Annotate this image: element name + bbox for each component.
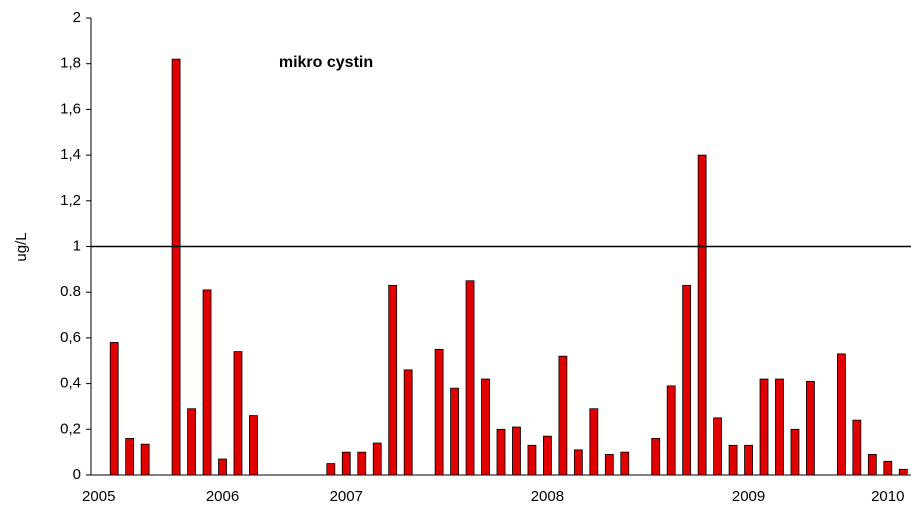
chart-title: mikro cystin (279, 54, 373, 71)
bar (171, 58, 181, 476)
bar (512, 426, 521, 476)
bar (527, 444, 537, 476)
bar (125, 438, 135, 476)
bar (218, 458, 227, 476)
bar (790, 428, 800, 476)
y-tick-label: 1,4 (60, 146, 81, 163)
bar (604, 454, 614, 476)
y-tick-label: 0,6 (60, 329, 81, 346)
bar (202, 289, 212, 476)
bar (697, 154, 707, 476)
bar (357, 451, 367, 476)
bar (759, 378, 769, 476)
y-tick-label: 0,4 (60, 375, 81, 392)
x-tick-label: 2008 (531, 488, 564, 505)
bar (775, 378, 784, 476)
bar (744, 444, 753, 476)
bar (682, 284, 692, 476)
bar (620, 451, 630, 476)
y-axis-label: ug/L (13, 232, 30, 261)
bar (187, 408, 196, 476)
bar (109, 342, 119, 476)
bar (233, 351, 243, 476)
bar (372, 442, 382, 476)
bar (589, 408, 599, 476)
bar (666, 385, 676, 476)
bar (806, 380, 815, 476)
x-tick-label: 2009 (732, 488, 765, 505)
bar (713, 417, 723, 476)
bar (558, 355, 568, 476)
x-tick-label: 2006 (206, 488, 239, 505)
bar (326, 463, 336, 476)
bar (898, 468, 908, 476)
y-tick-label: 0.8 (60, 283, 81, 300)
bar (883, 460, 893, 476)
bar (651, 438, 661, 476)
bar (496, 428, 506, 476)
x-tick-label: 2005 (82, 488, 115, 505)
y-tick-label: 0,2 (60, 420, 81, 437)
bar (836, 353, 846, 476)
bar (465, 280, 475, 476)
bar (450, 387, 459, 476)
bar (403, 369, 413, 476)
y-tick-label: 1,6 (60, 100, 81, 117)
bar (728, 444, 738, 476)
bar (852, 419, 862, 476)
bar (481, 378, 490, 476)
y-tick-label: 1 (73, 237, 81, 254)
y-tick-label: 2 (73, 9, 81, 26)
x-tick-label: 2010 (871, 488, 904, 505)
bar (341, 451, 351, 476)
bar (434, 348, 444, 476)
bar (543, 435, 552, 476)
y-tick-label: 0 (73, 466, 81, 483)
bar (140, 443, 150, 476)
x-tick-label: 2007 (330, 488, 363, 505)
y-tick-label: 1,2 (60, 192, 81, 209)
bar (867, 454, 877, 476)
bar (249, 415, 258, 476)
bar (573, 449, 583, 476)
bar (388, 284, 398, 476)
y-tick-label: 1,8 (60, 55, 81, 72)
